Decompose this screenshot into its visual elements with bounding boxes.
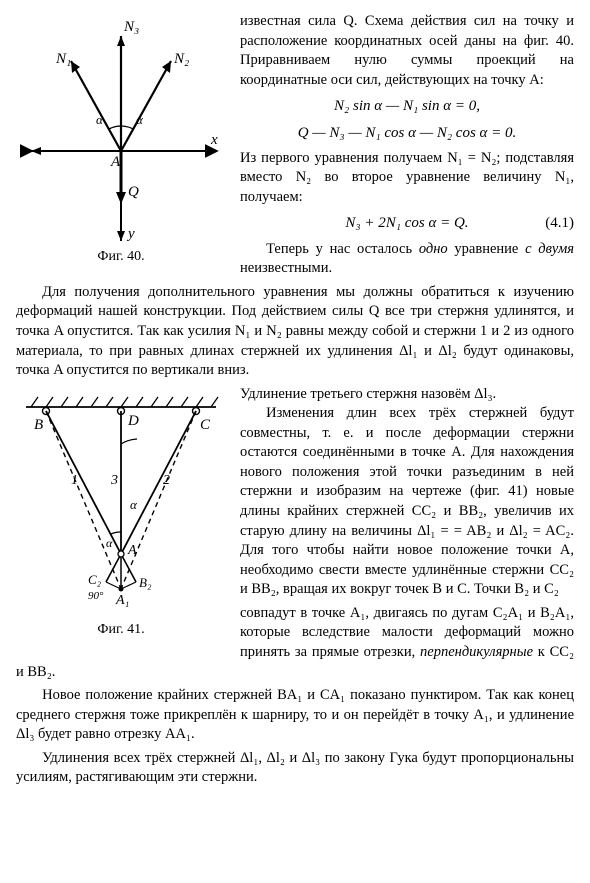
fig41-D: D: [127, 413, 139, 429]
eq3-body: N₃ + 2N₁ cos α = Q.: [345, 215, 468, 231]
fig41-B: B: [34, 417, 43, 433]
para7: Удлинения всех трёх стержней Δl₁, Δl₂ и …: [16, 749, 574, 788]
eq3-number: (4.1): [545, 213, 574, 233]
fig41-caption: Фиг. 41.: [16, 621, 226, 640]
fig41-3: 3: [110, 473, 118, 488]
equation-3: N₃ + 2N₁ cos α = Q. (4.1): [16, 213, 574, 233]
fig41-1: 1: [71, 473, 78, 488]
para-deformations: Для получения дополнительного уравнения …: [16, 283, 574, 381]
fig41-alpha-bot: α: [106, 536, 113, 550]
fig40-A-label: A: [110, 154, 121, 170]
fig41-2: 2: [163, 473, 170, 488]
fig41-B2: B₂: [139, 575, 152, 590]
fig40-N1-label: N₁: [55, 51, 71, 67]
fig41-A1: A₁: [115, 593, 129, 608]
fig41-90: 90°: [88, 590, 104, 602]
fig40-alpha2: α: [136, 112, 144, 127]
figure-41-svg: B D C 1 3 2 α α A B₂ C₂ 90° A₁: [16, 389, 226, 619]
figure-41: B D C 1 3 2 α α A B₂ C₂ 90° A₁ Фиг. 41.: [16, 389, 226, 640]
fig41-A: A: [127, 543, 137, 558]
fig41-C: C: [200, 417, 211, 433]
fig41-C2: C₂: [88, 572, 102, 587]
figure-40-svg: N₃ N₁ N₂ α α x A Q y: [16, 16, 226, 246]
para6: Новое положение крайних стержней BA₁ и C…: [16, 686, 574, 745]
fig40-alpha1: α: [96, 112, 104, 127]
para4-cont: Удлинение третьего стержня назовём Δl₃.: [240, 386, 496, 402]
fig40-N3-label: N₃: [123, 19, 139, 35]
fig41-alpha-top: α: [130, 497, 138, 512]
fig40-Q-label: Q: [128, 184, 139, 200]
fig40-N2-label: N₂: [173, 51, 189, 67]
fig40-x-label: x: [210, 132, 218, 148]
fig40-caption: Фиг. 40.: [16, 248, 226, 267]
